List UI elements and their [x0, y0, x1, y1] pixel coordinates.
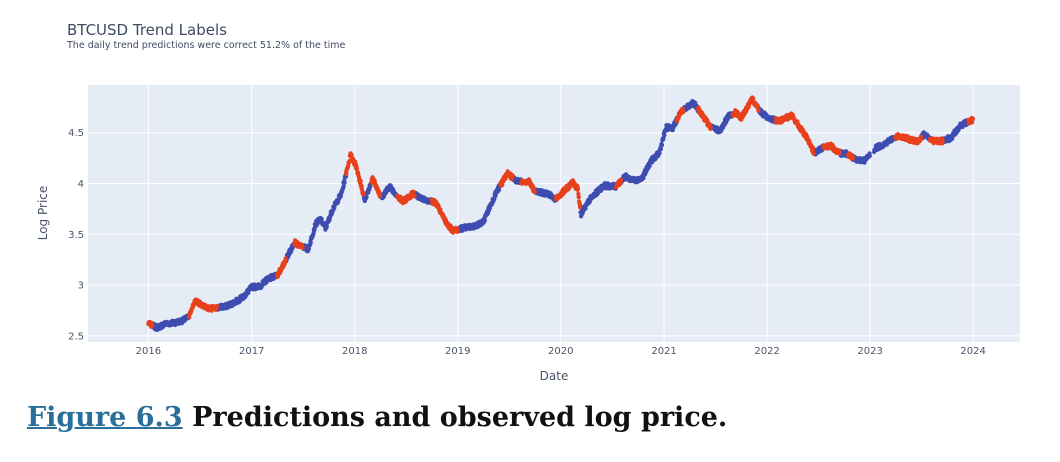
data-point — [658, 146, 664, 152]
data-point — [618, 177, 624, 182]
y-tick-label: 4.5 — [68, 128, 84, 139]
data-point — [576, 191, 581, 196]
data-point — [657, 151, 662, 156]
data-point — [510, 174, 515, 179]
data-point — [344, 171, 349, 176]
data-point — [361, 192, 366, 197]
chart-subtitle: The daily trend predictions were correct… — [67, 40, 346, 51]
y-tick-label: 3.5 — [68, 230, 84, 241]
data-point — [681, 110, 686, 115]
figure-label-link[interactable]: Figure 6.3 — [27, 402, 183, 433]
data-point — [378, 192, 383, 197]
data-point — [283, 256, 288, 261]
data-point — [150, 322, 155, 328]
x-tick-label: 2018 — [342, 346, 367, 357]
chart: 2016 2017 2018 2019 2020 2021 2022 2023 2024 2.5… — [36, 85, 1020, 383]
data-point — [618, 180, 623, 186]
y-tick-label: 2.5 — [68, 331, 84, 342]
data-point — [283, 259, 288, 264]
data-point — [215, 304, 220, 309]
chart-title: BTCUSD Trend Labels — [67, 21, 227, 39]
data-point — [641, 176, 646, 181]
data-point — [455, 226, 460, 231]
x-tick-label: 2021 — [651, 346, 676, 357]
data-point — [756, 108, 761, 113]
data-point — [412, 194, 417, 199]
data-point — [367, 187, 372, 192]
data-point — [661, 136, 666, 141]
x-tick-label: 2024 — [960, 346, 985, 357]
x-tick-label: 2016 — [136, 346, 161, 357]
data-point — [680, 106, 686, 111]
data-points — [146, 95, 976, 332]
data-point — [811, 151, 816, 156]
x-tick-label: 2017 — [239, 346, 264, 357]
data-point — [364, 195, 369, 200]
y-tick-label: 4 — [78, 179, 84, 190]
data-point — [721, 125, 726, 130]
data-point — [341, 184, 346, 189]
x-tick-label: 2019 — [445, 346, 470, 357]
x-tick-label: 2020 — [548, 346, 573, 357]
data-point — [411, 189, 416, 194]
x-gridlines — [147, 85, 974, 342]
data-point — [811, 147, 816, 152]
data-point — [837, 151, 842, 156]
data-point — [850, 155, 856, 160]
data-point — [576, 195, 581, 200]
data-point — [300, 245, 305, 250]
data-point — [187, 315, 192, 320]
data-point — [349, 152, 354, 157]
y-axis-title: Log Price — [36, 186, 50, 241]
data-point — [867, 153, 872, 159]
data-point — [359, 184, 364, 189]
data-point — [482, 218, 487, 223]
data-point — [346, 163, 351, 169]
x-tick-labels: 2016 2017 2018 2019 2020 2021 2022 2023 2024 — [136, 346, 986, 357]
data-point — [575, 186, 581, 191]
data-point — [647, 163, 652, 168]
y-gridlines — [88, 132, 1020, 337]
y-tick-labels: 2.5 3 3.5 4 4.5 — [68, 128, 84, 342]
data-point — [308, 240, 313, 246]
data-point — [319, 217, 324, 222]
data-point — [532, 190, 537, 195]
data-point — [354, 166, 360, 171]
data-point — [751, 96, 756, 101]
x-axis-title: Date — [540, 369, 569, 383]
figure-caption: Figure 6.3 Predictions and observed log … — [27, 402, 727, 433]
x-tick-label: 2022 — [754, 346, 779, 357]
data-point — [578, 203, 583, 209]
data-point — [496, 187, 502, 192]
data-point — [919, 136, 924, 141]
data-point — [708, 125, 713, 130]
caption-text: Predictions and observed log price. — [182, 402, 728, 433]
data-point — [358, 179, 363, 184]
data-point — [970, 116, 976, 121]
data-point — [940, 138, 945, 143]
data-point — [342, 180, 347, 185]
data-point — [324, 224, 329, 229]
data-point — [306, 246, 312, 251]
data-point — [660, 142, 665, 148]
x-tick-label: 2023 — [857, 346, 882, 357]
y-tick-label: 3 — [78, 281, 84, 292]
data-point — [662, 133, 667, 138]
